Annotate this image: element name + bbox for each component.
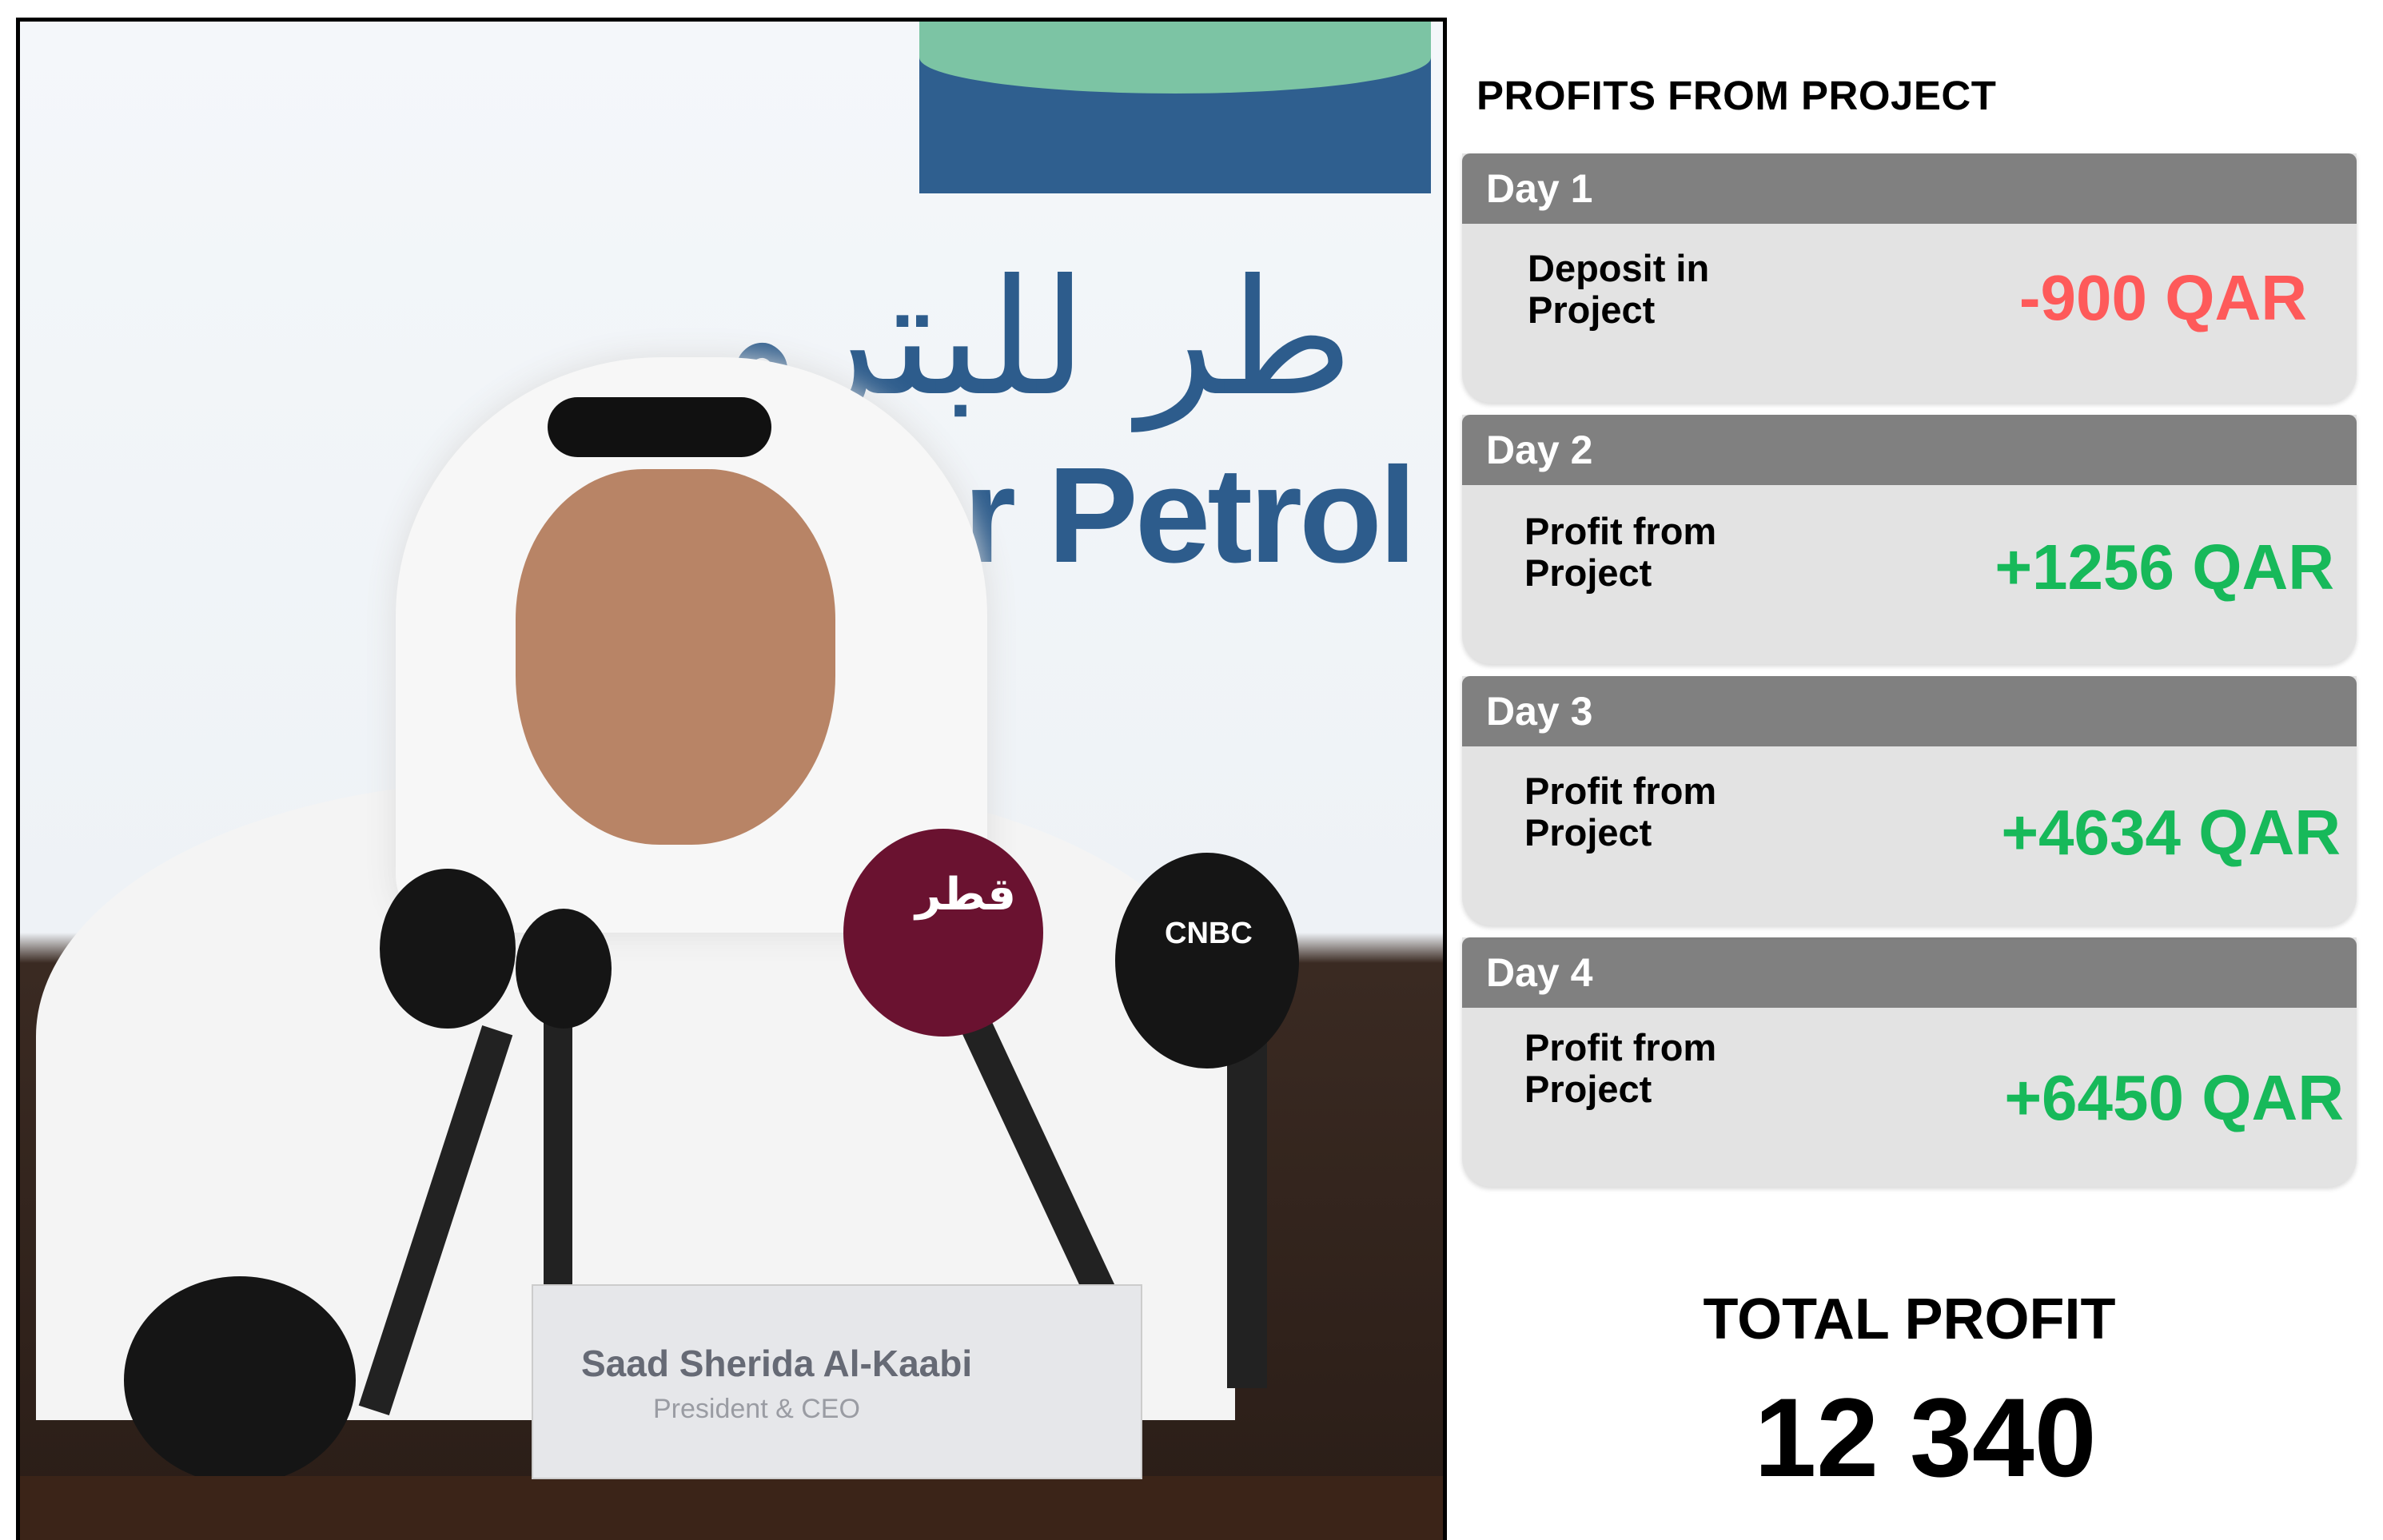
nameplate: Saad Sherida Al-Kaabi President & CEO [532,1284,1142,1479]
person-face [516,469,835,845]
nameplate-title: President & CEO [653,1394,860,1424]
panel-title: PROFITS FROM PROJECT [1476,73,1997,118]
entry-label: Profit from Project [1524,511,1716,594]
total-profit-value: 12 340 [1754,1375,2097,1500]
mic-brand-qatar: قطر [915,869,1017,921]
entry-label: Profit from Project [1524,1027,1716,1110]
entry-label-line: Project [1528,289,1656,331]
entry-value: +4634 QAR [2001,797,2341,868]
entry-value: +1256 QAR [1994,531,2334,603]
total-profit-label: TOTAL PROFIT [1703,1287,2116,1351]
entry-label-line: Profit from [1524,1026,1717,1068]
entry-label-line: Project [1524,1068,1652,1110]
microphone [380,869,516,1029]
entry-label: Profit from Project [1524,770,1716,854]
entry-label-line: Profit from [1524,770,1717,812]
day-card: Day 4 Profit from Project +6450 QAR [1462,937,2357,1187]
entry-label-line: Profit from [1524,510,1717,552]
day-label: Day 2 [1462,415,2357,485]
entry-label-line: Deposit in [1528,247,1710,289]
microphone-qatar-tv: قطر [843,829,1043,1037]
day-label: Day 4 [1462,937,2357,1008]
microphone-cnbc: CNBC [1115,853,1299,1068]
logo-wave [919,22,1431,94]
day-label: Day 3 [1462,676,2357,746]
day-card: Day 1 Deposit in Project -900 QAR [1462,153,2357,403]
table [20,1476,1443,1540]
day-label: Day 1 [1462,153,2357,224]
microphone [124,1276,356,1484]
logo-text: r Petrol [963,440,1417,591]
person-agal [548,397,771,457]
mic-stand [1227,1021,1267,1388]
entry-label: Deposit in Project [1528,248,1709,331]
microphone [516,909,612,1029]
entry-label-line: Project [1524,551,1652,594]
press-conference-photo: طر للبترو r Petrol قطر CNBC Saad Sherida… [16,18,1447,1540]
mic-brand-cnbc: CNBC [1165,917,1253,950]
entry-value: -900 QAR [2018,262,2307,333]
entry-value: +6450 QAR [2004,1062,2344,1133]
day-card: Day 2 Profit from Project +1256 QAR [1462,415,2357,664]
nameplate-name: Saad Sherida Al-Kaabi [581,1343,973,1384]
day-card: Day 3 Profit from Project +4634 QAR [1462,676,2357,925]
entry-label-line: Project [1524,811,1652,854]
